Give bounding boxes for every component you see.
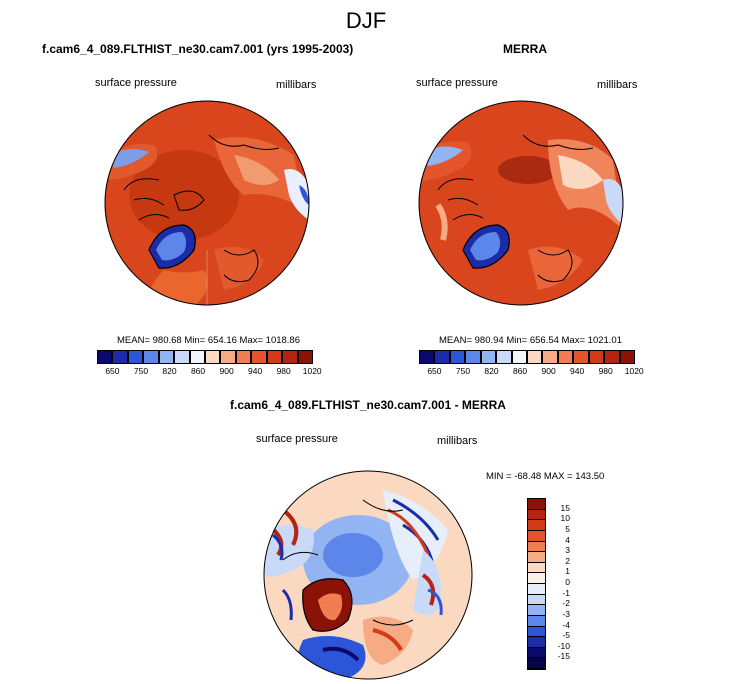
colorbar-label: 10 — [560, 513, 570, 524]
colorbar-swatch — [465, 350, 481, 364]
colorbar-label: -1 — [562, 587, 570, 598]
colorbar-swatch — [251, 350, 267, 364]
left-polar-map — [104, 100, 310, 306]
colorbar-label: 900 — [219, 366, 234, 376]
colorbar-swatch — [220, 350, 236, 364]
colorbar-swatch — [528, 573, 545, 584]
left-colorbar-labels: 650 750 820 860 900 940 980 1020 — [97, 366, 321, 378]
right-colorbar — [419, 350, 635, 364]
colorbar-swatch — [480, 350, 497, 364]
colorbar-label: 820 — [162, 366, 177, 376]
colorbar-swatch — [528, 541, 545, 553]
colorbar-label: 750 — [455, 366, 471, 376]
colorbar-swatch — [282, 350, 298, 364]
colorbar-swatch — [528, 658, 545, 669]
colorbar-swatch — [158, 350, 175, 364]
colorbar-swatch — [496, 350, 512, 364]
colorbar-label: 750 — [133, 366, 149, 376]
right-colorbar-labels: 650 750 820 860 900 940 980 1020 — [419, 366, 643, 378]
colorbar-swatch — [528, 530, 545, 542]
colorbar-label: -4 — [562, 619, 570, 630]
colorbar-label: 4 — [565, 534, 570, 545]
colorbar-label: 15 — [560, 502, 570, 513]
right-variable-label: surface pressure — [416, 77, 498, 89]
colorbar-swatch — [112, 350, 128, 364]
colorbar-label: 980 — [276, 366, 291, 376]
colorbar-label: 820 — [484, 366, 499, 376]
colorbar-swatch — [604, 350, 620, 364]
colorbar-label: 650 — [427, 366, 442, 376]
colorbar-swatch — [235, 350, 252, 364]
colorbar-label: 860 — [512, 366, 528, 376]
colorbar-label: 940 — [570, 366, 585, 376]
colorbar-swatch — [97, 350, 113, 364]
colorbar-swatch — [174, 350, 190, 364]
right-units-label: millibars — [597, 79, 638, 91]
left-colorbar — [97, 350, 313, 364]
colorbar-label: 1020 — [302, 366, 322, 376]
right-polar-map — [418, 100, 624, 306]
colorbar-swatch — [297, 350, 313, 364]
colorbar-swatch — [573, 350, 589, 364]
colorbar-swatch — [542, 350, 558, 364]
colorbar-swatch — [528, 594, 545, 606]
colorbar-swatch — [528, 605, 545, 616]
colorbar-label: 2 — [565, 555, 570, 566]
colorbar-label: -3 — [562, 608, 570, 619]
colorbar-swatch — [419, 350, 435, 364]
colorbar-swatch — [511, 350, 527, 364]
left-stats: MEAN= 980.68 Min= 654.16 Max= 1018.86 — [117, 335, 300, 346]
figure-title: DJF — [345, 8, 387, 33]
colorbar-swatch — [528, 615, 545, 627]
colorbar-label: 650 — [105, 366, 120, 376]
colorbar-label: 860 — [190, 366, 206, 376]
colorbar-swatch — [588, 350, 605, 364]
colorbar-swatch — [528, 637, 545, 648]
colorbar-swatch — [527, 350, 543, 364]
right-stats: MEAN= 980.94 Min= 656.54 Max= 1021.01 — [439, 335, 622, 346]
colorbar-label: -2 — [562, 598, 570, 609]
diff-colorbar — [527, 498, 546, 670]
colorbar-swatch — [205, 350, 221, 364]
colorbar-swatch — [266, 350, 283, 364]
colorbar-swatch — [528, 584, 545, 595]
diff-colorbar-labels: 15 10 5 4 3 2 1 0 -1 -2 -3 -4 -5 -10 -15 — [548, 498, 578, 668]
colorbar-label: -5 — [562, 630, 570, 641]
colorbar-swatch — [528, 626, 545, 638]
colorbar-swatch — [127, 350, 144, 364]
right-panel-title: MERRA — [503, 42, 547, 56]
colorbar-swatch — [189, 350, 205, 364]
colorbar-swatch — [449, 350, 466, 364]
colorbar-swatch — [619, 350, 635, 364]
colorbar-label: 5 — [565, 523, 570, 534]
colorbar-label: 0 — [565, 577, 570, 587]
colorbar-label: 1020 — [624, 366, 644, 376]
colorbar-swatch — [528, 562, 545, 574]
diff-units-label: millibars — [437, 435, 478, 447]
colorbar-label: -15 — [557, 651, 570, 662]
colorbar-label: -10 — [557, 640, 570, 651]
diff-stats: MIN = -68.48 MAX = 143.50 — [486, 471, 605, 482]
diff-polar-map — [263, 470, 473, 680]
colorbar-label: 980 — [598, 366, 613, 376]
colorbar-swatch — [528, 499, 545, 510]
left-variable-label: surface pressure — [95, 77, 177, 89]
colorbar-swatch — [528, 509, 545, 521]
left-units-label: millibars — [276, 79, 317, 91]
colorbar-label: 940 — [248, 366, 263, 376]
diff-variable-label: surface pressure — [256, 433, 338, 445]
colorbar-label: 900 — [541, 366, 556, 376]
colorbar-label: 1 — [565, 566, 570, 577]
colorbar-swatch — [528, 647, 545, 659]
left-panel-title: f.cam6_4_089.FLTHIST_ne30.cam7.001 (yrs … — [42, 42, 354, 56]
colorbar-swatch — [528, 520, 545, 531]
colorbar-swatch — [143, 350, 159, 364]
colorbar-swatch — [528, 552, 545, 563]
colorbar-label: 3 — [565, 545, 570, 556]
colorbar-swatch — [434, 350, 450, 364]
colorbar-swatch — [557, 350, 574, 364]
diff-panel-title: f.cam6_4_089.FLTHIST_ne30.cam7.001 - MER… — [230, 398, 506, 412]
